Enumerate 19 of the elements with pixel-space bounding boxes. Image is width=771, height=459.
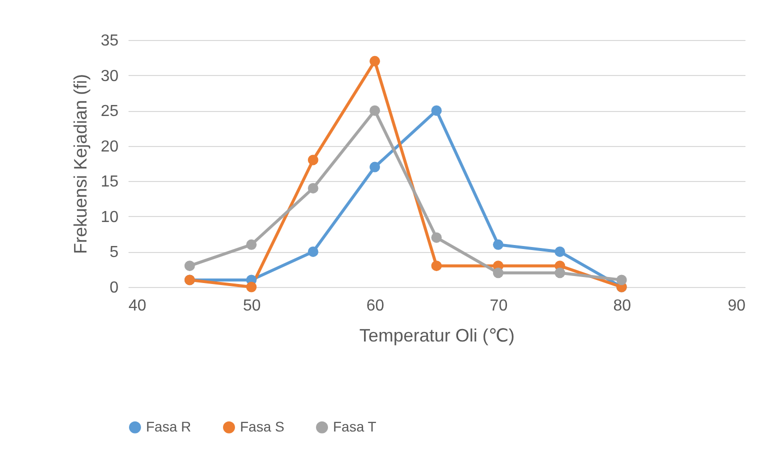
y-tick-label: 30 — [100, 68, 119, 85]
y-tick-label: 20 — [100, 138, 119, 156]
x-tick-label: 80 — [613, 298, 632, 314]
y-tick-label: 0 — [110, 280, 119, 296]
x-tick-label: 50 — [243, 298, 261, 314]
x-tick-label: 40 — [128, 298, 146, 314]
y-tick-label: 15 — [100, 174, 119, 191]
x-tick-label: 70 — [490, 298, 508, 314]
x-tick-label: 60 — [366, 298, 384, 314]
x-axis-title: Temperatur Oli (℃) — [359, 326, 515, 346]
y-tick-label: 35 — [100, 32, 119, 50]
legend-label: Fasa T — [333, 418, 377, 434]
y-tick-label: 25 — [100, 103, 119, 120]
y-tick-label: 5 — [110, 244, 119, 262]
y-axis-title: Frekuensi Kejadian (fi) — [70, 74, 91, 254]
legend-label: Fasa R — [146, 418, 192, 434]
y-tick-label: 10 — [100, 208, 119, 226]
legend-label: Fasa S — [240, 418, 284, 434]
x-tick-label: 90 — [728, 298, 746, 314]
